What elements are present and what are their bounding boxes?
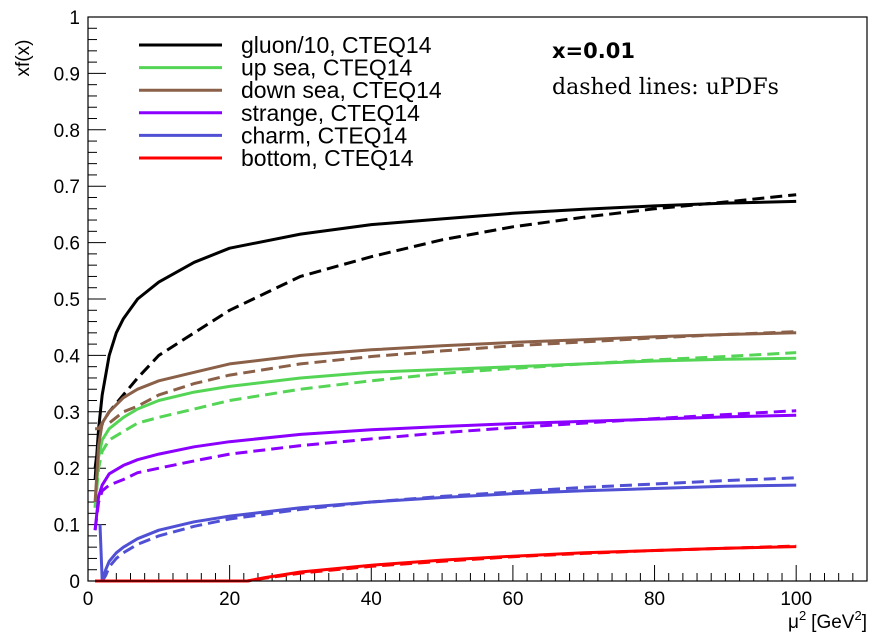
- y-tick-label: 0.1: [54, 516, 80, 537]
- x-tick-label: 60: [502, 589, 523, 610]
- axes: 0 0.1 0.2 0.3 0.4 0.5 0.6 0.7 0.8 0.9 1 0 20 40 60 80 10…: [54, 8, 868, 610]
- x-axis-title-unit-close: ]: [862, 612, 867, 633]
- x-tick-label: 0: [83, 589, 94, 610]
- y-tick-label: 0.9: [54, 64, 80, 85]
- x-axis-title-base: μ: [788, 612, 799, 633]
- y-axis-title: xf(x): [13, 40, 34, 77]
- x-tick-label: 100: [780, 589, 812, 610]
- x-axis-title-unit: [GeV: [811, 612, 855, 633]
- y-tick-label: 0.6: [54, 234, 80, 255]
- y-tick-label: 0.8: [54, 121, 80, 142]
- series-line-down-sea-updf: [95, 330, 797, 431]
- series-line-strange-cteq14: [93, 413, 797, 531]
- series-line-gluon-10-cteq14: [93, 199, 797, 480]
- annotation-dashed-lines: dashed lines: uPDFs: [552, 75, 779, 100]
- y-tick-label: 0: [69, 572, 80, 593]
- y-tick-label: 1: [69, 8, 80, 29]
- legend-label: down sea, CTEQ14: [241, 77, 442, 103]
- legend-label: strange, CTEQ14: [241, 100, 420, 126]
- y-tick-label: 0.3: [54, 403, 80, 424]
- series-line-strange-updf: [93, 409, 797, 531]
- y-tick-label: 0.5: [54, 290, 80, 311]
- x-tick-label: 20: [219, 589, 240, 610]
- series-line-charm-updf: [100, 476, 797, 582]
- x-tick-label: 80: [644, 589, 665, 610]
- legend-label: gluon/10, CTEQ14: [241, 32, 432, 58]
- x-tick-label: 40: [361, 589, 382, 610]
- legend-label: up sea, CTEQ14: [241, 55, 413, 81]
- y-tick-label: 0.2: [54, 459, 80, 480]
- legend-label: charm, CTEQ14: [241, 122, 407, 148]
- y-tick-label: 0.4: [54, 346, 81, 367]
- x-axis-title: μ2 [GeV2]: [788, 608, 867, 633]
- series-line-charm-cteq14: [98, 483, 797, 583]
- plot-frame: [87, 16, 868, 582]
- series-line-up-sea-updf: [93, 351, 797, 508]
- legend-label: bottom, CTEQ14: [241, 145, 414, 171]
- x-axis-title-sup: 2: [799, 608, 806, 623]
- annotation-x-value: x=0.01: [552, 39, 635, 63]
- x-axis-title-unit-sup: 2: [854, 608, 861, 623]
- y-tick-label: 0.7: [54, 177, 80, 198]
- series-line-down-sea-cteq14: [93, 331, 797, 503]
